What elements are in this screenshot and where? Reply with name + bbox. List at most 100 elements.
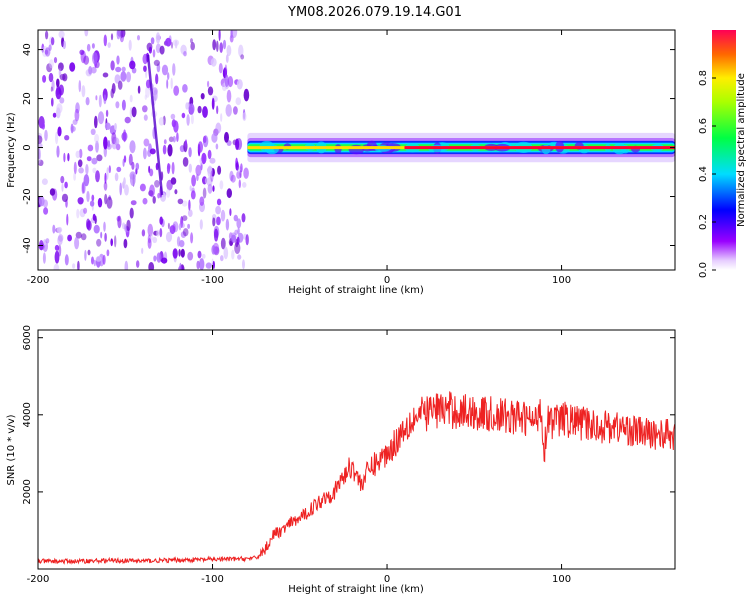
noise-blob bbox=[242, 259, 245, 270]
noise-blob bbox=[207, 165, 213, 178]
noise-blob bbox=[220, 255, 224, 262]
noise-blob bbox=[57, 126, 62, 137]
noise-blob bbox=[116, 166, 122, 173]
noise-blob bbox=[161, 64, 169, 76]
noise-blob bbox=[166, 79, 169, 89]
noise-blob bbox=[201, 152, 207, 165]
noise-blob bbox=[190, 190, 196, 200]
noise-blob bbox=[180, 231, 187, 239]
noise-blob bbox=[117, 80, 123, 90]
noise-blob bbox=[167, 144, 173, 157]
noise-blob bbox=[111, 83, 116, 94]
spectrogram-y-ticks: -40 -20 0 20 40 bbox=[22, 43, 675, 254]
noise-blob bbox=[108, 165, 112, 174]
colorbar-label: Normalized spectral amplitude bbox=[736, 73, 747, 227]
noise-blob bbox=[182, 84, 188, 93]
noise-blob bbox=[54, 250, 60, 264]
noise-blob bbox=[212, 39, 217, 51]
noise-blob bbox=[53, 57, 58, 64]
noise-blob bbox=[155, 73, 159, 85]
noise-blob bbox=[56, 107, 61, 119]
noise-blob bbox=[143, 147, 147, 160]
noise-blob bbox=[209, 157, 216, 164]
noise-blob bbox=[83, 55, 90, 65]
noise-blob bbox=[153, 255, 157, 262]
noise-blob bbox=[49, 188, 56, 196]
noise-blob bbox=[96, 238, 102, 247]
noise-blob bbox=[121, 99, 126, 111]
noise-blob bbox=[196, 260, 200, 270]
colorbar-tick-label: 0.6 bbox=[698, 118, 709, 134]
noise-blob bbox=[38, 142, 43, 149]
noise-blob bbox=[188, 103, 195, 115]
noise-blob bbox=[91, 256, 94, 265]
x-tick-label: 0 bbox=[384, 574, 390, 585]
noise-blob bbox=[168, 136, 174, 143]
noise-blob bbox=[123, 238, 128, 249]
noise-blob bbox=[117, 215, 122, 229]
noise-blob bbox=[141, 247, 144, 254]
noise-blob bbox=[43, 207, 49, 215]
noise-blob bbox=[44, 129, 48, 142]
x-tick-label: -100 bbox=[201, 574, 224, 585]
x-tick-label: 100 bbox=[552, 275, 571, 286]
noise-blob bbox=[100, 231, 103, 239]
noise-blob bbox=[153, 89, 158, 101]
noise-blob bbox=[197, 141, 203, 153]
noise-blob bbox=[94, 115, 98, 129]
x-tick-label: -200 bbox=[27, 275, 50, 286]
noise-blob bbox=[190, 232, 194, 244]
noise-blob bbox=[174, 189, 178, 195]
noise-blob bbox=[58, 227, 62, 236]
noise-blob bbox=[90, 66, 97, 74]
noise-blob bbox=[211, 245, 216, 255]
noise-blob bbox=[69, 62, 76, 72]
noise-blob bbox=[219, 180, 224, 190]
noise-blob bbox=[139, 183, 146, 192]
noise-blob bbox=[196, 173, 199, 182]
noise-blob bbox=[156, 229, 160, 237]
y-tick-label: -40 bbox=[22, 237, 33, 253]
noise-blob bbox=[178, 249, 181, 257]
noise-blob bbox=[177, 198, 184, 205]
noise-blob bbox=[185, 102, 189, 110]
noise-blob bbox=[106, 249, 110, 257]
noise-blob bbox=[143, 138, 150, 147]
noise-blob bbox=[143, 65, 147, 72]
noise-blob bbox=[95, 140, 99, 153]
colorbar-tick-label: 0.4 bbox=[698, 166, 709, 182]
noise-blob bbox=[41, 43, 45, 53]
noise-blob bbox=[59, 73, 66, 81]
noise-blob bbox=[61, 183, 64, 192]
noise-blob bbox=[80, 233, 87, 241]
noise-blob bbox=[227, 76, 234, 88]
noise-blob bbox=[91, 43, 95, 49]
noise-blob bbox=[186, 114, 190, 126]
noise-blob bbox=[217, 165, 222, 175]
noise-blob bbox=[61, 193, 69, 203]
noise-blob bbox=[90, 128, 96, 135]
noise-blob bbox=[155, 32, 161, 44]
noise-blob bbox=[85, 164, 89, 175]
noise-blob bbox=[142, 53, 148, 65]
noise-blob bbox=[56, 145, 60, 158]
noise-blob bbox=[38, 148, 41, 160]
signal-band-core-hot bbox=[404, 146, 675, 150]
noise-blob bbox=[106, 196, 113, 209]
noise-blob bbox=[51, 80, 55, 92]
noise-blob bbox=[237, 254, 242, 260]
noise-blob bbox=[158, 117, 165, 126]
noise-blob bbox=[107, 140, 111, 148]
noise-blob bbox=[207, 86, 214, 96]
noise-blob bbox=[182, 215, 188, 222]
noise-blob bbox=[98, 94, 102, 108]
noise-blob bbox=[70, 123, 74, 134]
noise-blob bbox=[240, 163, 243, 173]
noise-blob bbox=[58, 30, 65, 39]
noise-blob bbox=[191, 174, 197, 187]
noise-blob bbox=[165, 231, 173, 243]
noise-blob bbox=[162, 144, 167, 155]
noise-blob bbox=[230, 174, 236, 183]
noise-blob bbox=[165, 37, 172, 47]
noise-blob bbox=[167, 222, 170, 229]
